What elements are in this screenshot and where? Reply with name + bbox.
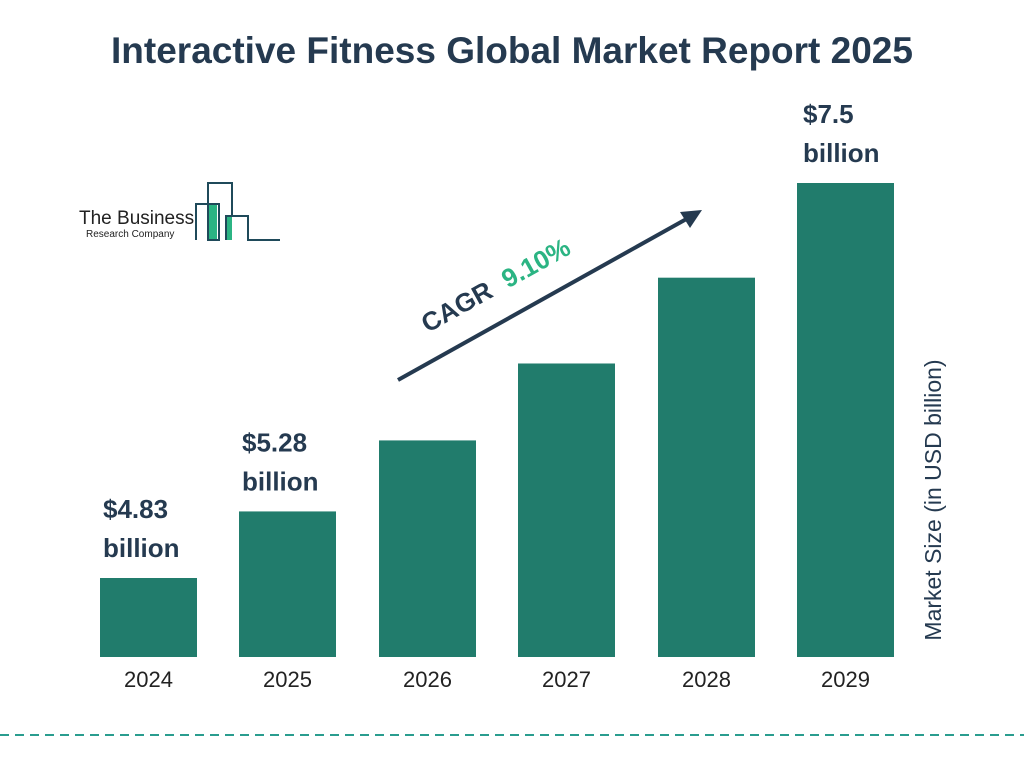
cagr-prefix: CAGR [416, 275, 498, 338]
chart-title: Interactive Fitness Global Market Report… [111, 30, 913, 71]
bar-2025 [239, 511, 336, 657]
x-tick-label: 2024 [124, 667, 173, 692]
company-logo: The Business Research Company [79, 182, 280, 241]
logo-line2: Research Company [86, 229, 174, 240]
x-tick-label: 2029 [821, 667, 870, 692]
logo-line1: The Business [79, 208, 194, 229]
data-label: billion [103, 533, 180, 563]
x-tick-label: 2025 [263, 667, 312, 692]
y-axis-label: Market Size (in USD billion) [920, 359, 946, 640]
data-label: billion [242, 466, 319, 496]
bar-2028 [658, 277, 755, 657]
x-tick-label: 2028 [682, 667, 731, 692]
cagr-value: 9.10% [496, 232, 575, 294]
x-tick-label: 2027 [542, 667, 591, 692]
bar-2029 [797, 183, 894, 657]
bar-2024 [100, 578, 197, 657]
data-label: $7.5 [803, 99, 854, 129]
data-label: $4.83 [103, 494, 168, 524]
cagr-arrow [397, 210, 702, 382]
cagr-annotation: CAGR 9.10% [416, 232, 575, 338]
x-tick-label: 2026 [403, 667, 452, 692]
data-label: billion [803, 138, 880, 168]
bar-2027 [518, 363, 615, 657]
data-label: $5.28 [242, 427, 307, 457]
bar-2026 [379, 440, 476, 657]
